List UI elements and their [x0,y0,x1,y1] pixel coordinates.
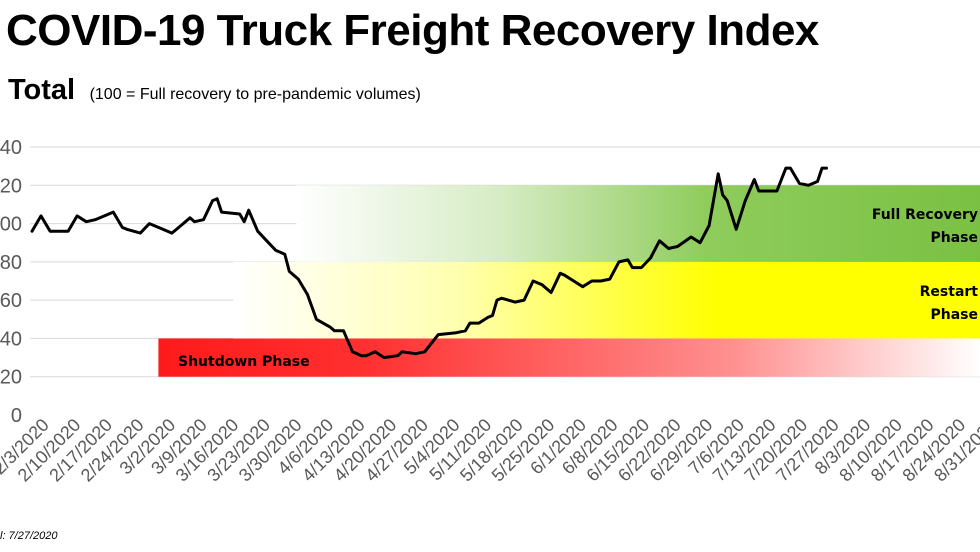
y-tick-label: 20 [0,175,22,197]
recovery-phase-label-2: Phase [930,230,978,246]
x-axis-ticks: 2/3/20202/10/20202/17/20202/24/20203/2/2… [0,415,980,486]
phase-band-1 [158,338,980,377]
y-tick-label: 80 [0,252,22,274]
subtitle-row: Total (100 = Full recovery to pre-pandem… [8,74,421,107]
y-tick-label: 0 [11,405,22,427]
footnote: l: 7/27/2020 [0,530,58,542]
y-tick-label: 40 [0,328,22,350]
chart-title: COVID-19 Truck Freight Recovery Index [6,6,819,55]
shutdown-phase-label: Shutdown Phase [178,354,310,370]
restart-phase-label-1: Restart [920,284,979,300]
y-tick-label: 40 [0,137,22,159]
phase-labels: Shutdown Phase Restart Phase Full Recovery P… [178,207,978,370]
y-axis-ticks: 0 20 40 60 80 00 20 40 [0,137,22,427]
chart-note: (100 = Full recovery to pre-pandemic vol… [89,86,421,103]
chart-subtitle: Total [8,74,76,106]
y-tick-label: 00 [0,214,22,236]
phase-bands [158,185,980,377]
phase-band-3 [296,185,980,262]
phase-band-2 [233,261,980,339]
restart-phase-label-2: Phase [930,307,978,323]
y-tick-label: 20 [0,367,22,389]
recovery-phase-label-1: Full Recovery [872,207,978,223]
series-line [30,166,828,360]
y-tick-label: 60 [0,290,22,312]
